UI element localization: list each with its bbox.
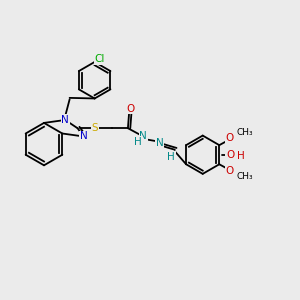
Text: H: H: [167, 152, 175, 162]
Text: Cl: Cl: [95, 54, 105, 64]
Text: CH₃: CH₃: [236, 172, 253, 181]
Text: O: O: [225, 133, 233, 143]
Text: N: N: [61, 115, 69, 125]
Text: O: O: [225, 166, 233, 176]
Text: N: N: [155, 138, 163, 148]
Text: CH₃: CH₃: [236, 128, 253, 137]
Text: H: H: [134, 137, 142, 147]
Text: H: H: [237, 151, 244, 161]
Text: O: O: [226, 150, 234, 160]
Text: S: S: [91, 123, 98, 133]
Text: N: N: [80, 131, 87, 142]
Text: O: O: [126, 104, 134, 114]
Text: N: N: [140, 131, 147, 142]
